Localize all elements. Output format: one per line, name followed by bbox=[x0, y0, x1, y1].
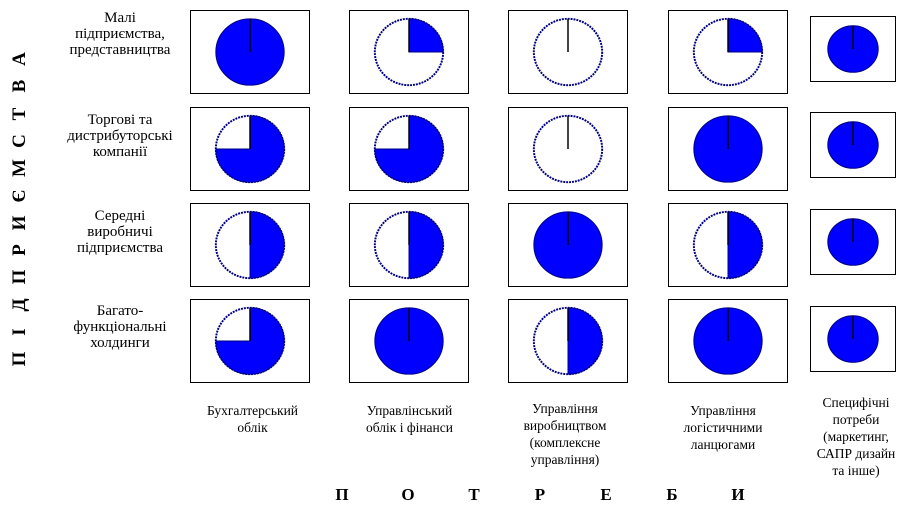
side-title-letter: Т bbox=[9, 107, 30, 120]
matrix-cell bbox=[508, 203, 628, 287]
matrix-cell bbox=[668, 10, 788, 94]
matrix-cell bbox=[508, 107, 628, 191]
matrix-cell bbox=[810, 112, 896, 178]
column-label: Управління виробництвом (комплексне упра… bbox=[523, 401, 607, 467]
column-label: Бухгалтерський облік bbox=[206, 403, 299, 435]
harvey-ball-fill bbox=[727, 211, 763, 279]
matrix-cell bbox=[508, 10, 628, 94]
bottom-title-letter: Е bbox=[600, 485, 612, 504]
bottom-title-letter: П bbox=[335, 485, 349, 504]
column-label: Специфічні потреби (маркетинг, САПР диза… bbox=[816, 395, 896, 478]
side-title-letter: С bbox=[9, 134, 30, 148]
harvey-ball-fill bbox=[408, 18, 444, 53]
matrix-cell bbox=[190, 299, 310, 383]
harvey-ball-fill bbox=[727, 18, 763, 53]
matrix-cell bbox=[668, 203, 788, 287]
matrix-cell bbox=[810, 209, 896, 275]
bottom-title-letter: Т bbox=[468, 485, 480, 504]
harvey-ball-fill bbox=[215, 115, 285, 183]
matrix-cell bbox=[349, 10, 469, 94]
side-title-letter: М bbox=[9, 159, 30, 178]
matrix-cell bbox=[508, 299, 628, 383]
matrix-cell bbox=[349, 299, 469, 383]
row-label: Багато- функціональні холдинги bbox=[73, 303, 167, 351]
matrix-cell bbox=[190, 10, 310, 94]
row-label: Середні виробничі підприємства bbox=[76, 208, 164, 256]
harvey-ball-fill bbox=[567, 307, 603, 375]
harvey-ball-fill bbox=[374, 115, 444, 183]
matrix-cell bbox=[668, 299, 788, 383]
side-title-letter: Д bbox=[9, 298, 30, 312]
harvey-ball-fill bbox=[215, 307, 285, 375]
matrix-cell bbox=[190, 107, 310, 191]
matrix-cell bbox=[190, 203, 310, 287]
side-title-letter: П bbox=[9, 351, 30, 367]
side-title-letter: П bbox=[9, 270, 30, 285]
side-title-letter: И bbox=[9, 215, 30, 231]
side-title-letter: І bbox=[9, 328, 30, 336]
column-label: Управління логістичними ланцюгами bbox=[683, 403, 763, 452]
bottom-title-letter: И bbox=[731, 485, 745, 504]
matrix-cell bbox=[349, 107, 469, 191]
side-title-letter: Р bbox=[9, 244, 30, 256]
row-label: Малі підприємства, представництва bbox=[69, 10, 171, 58]
matrix-cell bbox=[668, 107, 788, 191]
bottom-title-letter: Б bbox=[666, 485, 678, 504]
side-title-letter: В bbox=[9, 79, 30, 93]
bottom-title-letter: О bbox=[401, 485, 415, 504]
column-label: Управлінський облік і фінанси bbox=[366, 403, 453, 435]
harvey-ball-fill bbox=[408, 211, 444, 279]
harvey-ball-fill bbox=[249, 211, 285, 279]
side-title-letter: А bbox=[9, 52, 30, 66]
side-title-letter: Є bbox=[9, 189, 30, 202]
bottom-title-letter: Р bbox=[534, 485, 546, 504]
matrix-cell bbox=[810, 16, 896, 82]
matrix-cell bbox=[810, 306, 896, 372]
row-label: Торгові та дистрибуторські компанії bbox=[67, 112, 173, 160]
matrix-cell bbox=[349, 203, 469, 287]
